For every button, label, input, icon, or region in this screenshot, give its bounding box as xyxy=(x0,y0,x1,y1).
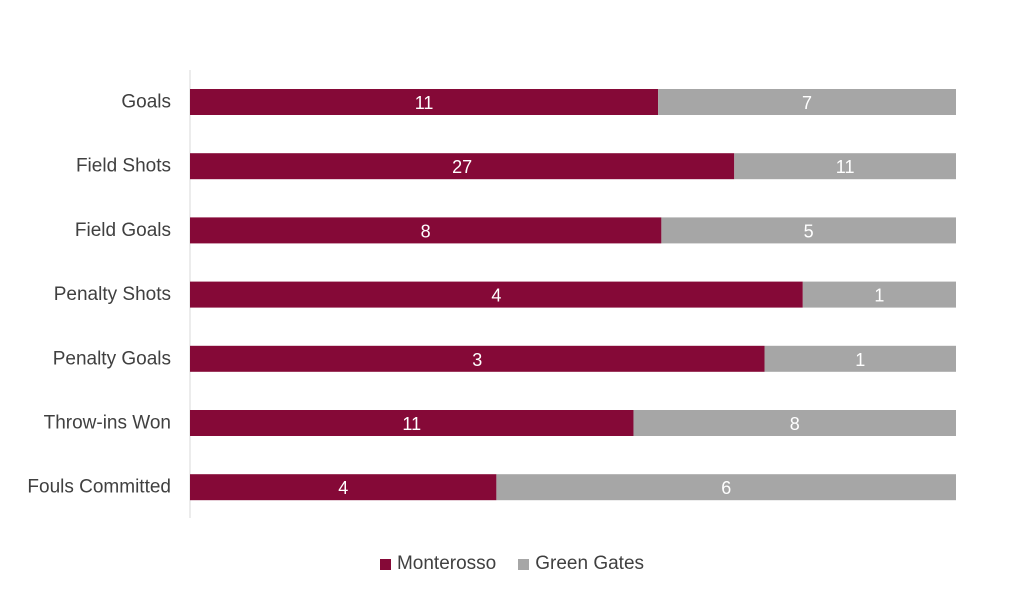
data-label-monterosso-field-goals: 8 xyxy=(421,221,431,241)
category-label-fouls-committed: Fouls Committed xyxy=(27,477,171,498)
bar-monterosso-field-goals xyxy=(190,217,662,244)
data-label-green-gates-field-shots: 11 xyxy=(836,157,855,177)
data-label-monterosso-throw-ins-won: 11 xyxy=(402,414,421,434)
bar-green-gates-field-goals xyxy=(661,217,956,244)
category-label-penalty-shots: Penalty Shots xyxy=(54,284,171,305)
data-label-monterosso-fouls-committed: 4 xyxy=(338,478,348,498)
data-label-monterosso-penalty-goals: 3 xyxy=(472,350,482,370)
category-label-field-shots: Field Shots xyxy=(76,156,171,177)
legend-item-monterosso: Monterosso xyxy=(379,553,497,575)
bar-monterosso-goals xyxy=(190,89,659,115)
legend-swatch-green-gates xyxy=(518,558,530,570)
data-label-green-gates-penalty-shots: 1 xyxy=(874,286,884,306)
data-label-green-gates-field-goals: 5 xyxy=(804,221,814,241)
bar-monterosso-throw-ins-won xyxy=(190,410,634,436)
data-label-green-gates-penalty-goals: 1 xyxy=(855,350,865,370)
legend-item-green-gates: Green Gates xyxy=(518,553,644,575)
bar-green-gates-fouls-committed xyxy=(496,474,956,501)
category-label-throw-ins-won: Throw-ins Won xyxy=(44,413,171,434)
data-label-green-gates-fouls-committed: 6 xyxy=(721,478,731,498)
data-label-monterosso-penalty-shots: 4 xyxy=(491,286,501,306)
bar-green-gates-throw-ins-won xyxy=(633,410,956,436)
bar-green-gates-penalty-goals xyxy=(764,345,956,372)
bar-green-gates-penalty-shots xyxy=(802,281,956,308)
legend: Monterosso Green Gates xyxy=(0,553,1024,575)
data-label-monterosso-goals: 11 xyxy=(415,93,434,113)
legend-label-monterosso: Monterosso xyxy=(396,553,497,574)
data-label-green-gates-goals: 7 xyxy=(802,93,812,113)
bar-green-gates-field-shots xyxy=(734,153,956,180)
category-label-goals: Goals xyxy=(121,92,171,113)
data-label-green-gates-throw-ins-won: 8 xyxy=(790,414,800,434)
bar-monterosso-penalty-shots xyxy=(190,281,803,308)
category-label-penalty-goals: Penalty Goals xyxy=(53,348,171,369)
bar-monterosso-penalty-goals xyxy=(190,345,765,372)
legend-swatch-monterosso xyxy=(379,558,391,570)
category-label-field-goals: Field Goals xyxy=(75,220,171,241)
bar-green-gates-goals xyxy=(658,89,956,115)
data-label-monterosso-field-shots: 27 xyxy=(452,157,472,177)
legend-label-green-gates: Green Gates xyxy=(535,553,645,574)
bar-monterosso-field-shots xyxy=(190,153,735,180)
bar-monterosso-fouls-committed xyxy=(190,474,497,501)
